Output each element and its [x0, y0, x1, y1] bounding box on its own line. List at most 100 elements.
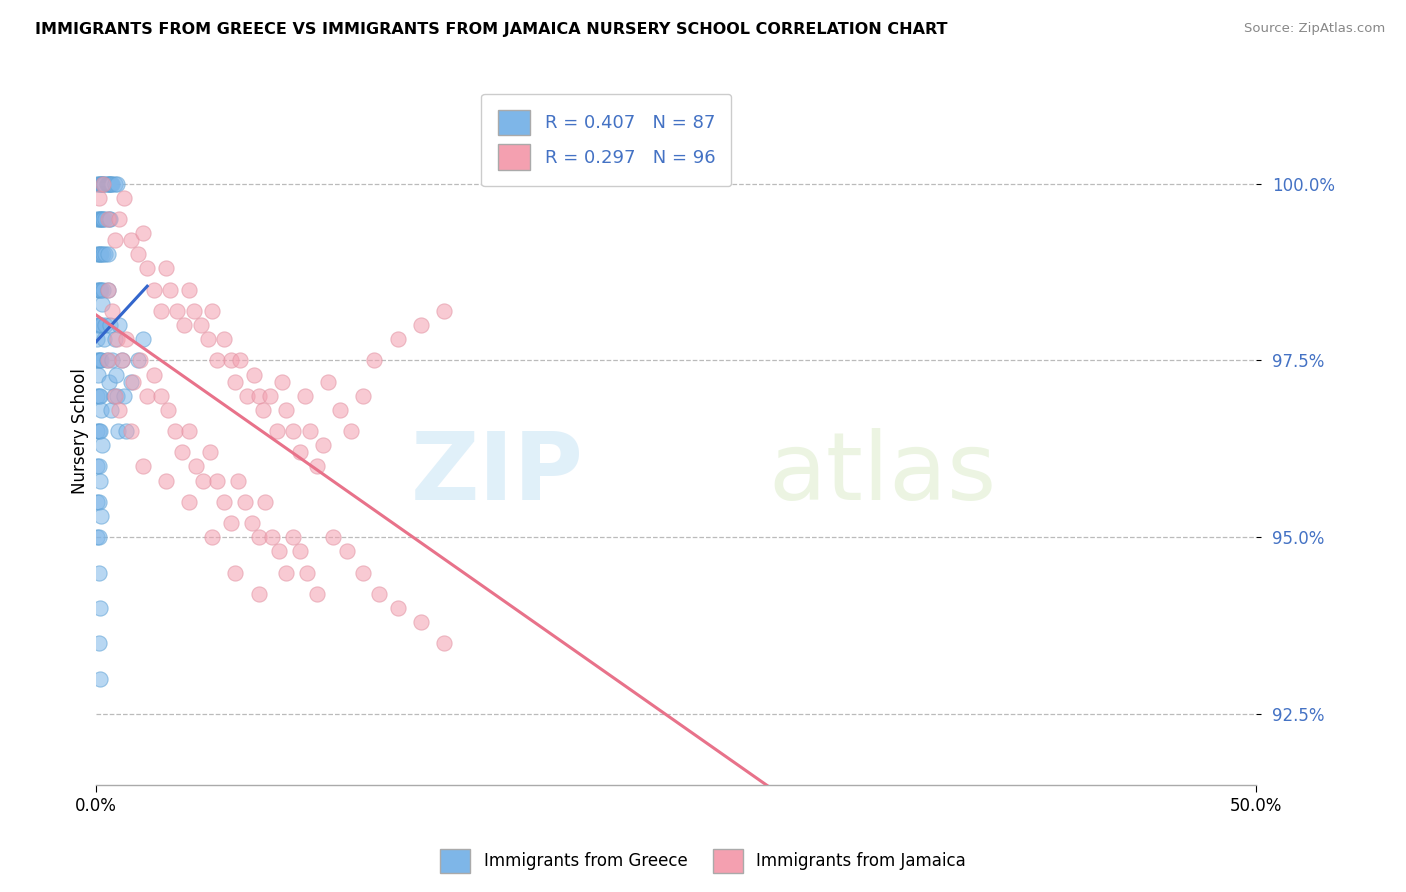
Point [97, 177, 120, 191]
Point [433, 303, 456, 318]
Point [363, 353, 385, 368]
Point [157, 403, 180, 417]
Point [87, 177, 110, 191]
Point [115, 332, 138, 346]
Point [93, 332, 115, 346]
Point [224, 566, 246, 580]
Point [290, 445, 312, 459]
Point [89, 389, 111, 403]
Point [252, 403, 274, 417]
Point [433, 636, 456, 650]
Point [89, 424, 111, 438]
Point [104, 332, 127, 346]
Point [108, 403, 131, 417]
Point [86, 318, 108, 332]
Point [219, 516, 242, 530]
Point [90, 247, 112, 261]
Point [205, 474, 228, 488]
Legend: Immigrants from Greece, Immigrants from Jamaica: Immigrants from Greece, Immigrants from … [433, 842, 973, 880]
Point [87, 211, 110, 226]
Point [98, 211, 121, 226]
Point [87, 459, 110, 474]
Point [312, 438, 335, 452]
Point [94, 247, 117, 261]
Point [97, 283, 120, 297]
Point [101, 303, 124, 318]
Point [368, 587, 391, 601]
Point [233, 495, 256, 509]
Point [104, 389, 127, 403]
Point [103, 389, 125, 403]
Point [112, 191, 135, 205]
Point [108, 318, 131, 332]
Point [298, 424, 321, 438]
Point [93, 177, 115, 191]
Point [136, 389, 159, 403]
Point [90, 403, 112, 417]
Text: Source: ZipAtlas.com: Source: ZipAtlas.com [1244, 22, 1385, 36]
Point [270, 375, 292, 389]
Point [111, 353, 134, 368]
Point [96, 177, 118, 191]
Point [290, 544, 312, 558]
Point [205, 353, 228, 368]
Point [91, 177, 114, 191]
Point [87, 283, 110, 297]
Point [191, 474, 214, 488]
Point [143, 283, 166, 297]
Point [97, 353, 120, 368]
Point [409, 318, 432, 332]
Point [90, 177, 112, 191]
Point [266, 424, 288, 438]
Point [90, 283, 112, 297]
Point [89, 353, 111, 368]
Point [86, 211, 108, 226]
Point [155, 474, 177, 488]
Point [91, 211, 114, 226]
Point [283, 424, 305, 438]
Point [90, 353, 112, 368]
Point [91, 247, 114, 261]
Point [131, 332, 153, 346]
Point [129, 353, 152, 368]
Point [86, 332, 108, 346]
Point [283, 530, 305, 544]
Point [262, 530, 284, 544]
Point [112, 389, 135, 403]
Point [329, 403, 352, 417]
Point [131, 459, 153, 474]
Point [86, 283, 108, 297]
Point [97, 375, 120, 389]
Point [201, 303, 224, 318]
Point [177, 283, 200, 297]
Point [86, 495, 108, 509]
Point [91, 297, 114, 311]
Point [104, 177, 127, 191]
Point [97, 283, 120, 297]
Point [155, 261, 177, 276]
Point [183, 303, 205, 318]
Point [247, 530, 270, 544]
Point [122, 375, 145, 389]
Point [87, 636, 110, 650]
Point [212, 495, 235, 509]
Point [87, 530, 110, 544]
Point [90, 318, 112, 332]
Text: atlas: atlas [769, 427, 997, 519]
Point [336, 544, 359, 558]
Point [316, 375, 339, 389]
Point [159, 283, 181, 297]
Point [243, 368, 266, 382]
Point [198, 445, 221, 459]
Point [259, 389, 281, 403]
Point [247, 389, 270, 403]
Point [107, 424, 129, 438]
Point [352, 566, 374, 580]
Point [89, 211, 111, 226]
Point [409, 615, 432, 629]
Point [90, 508, 112, 523]
Point [340, 424, 363, 438]
Point [120, 233, 142, 247]
Point [105, 389, 128, 403]
Point [170, 445, 193, 459]
